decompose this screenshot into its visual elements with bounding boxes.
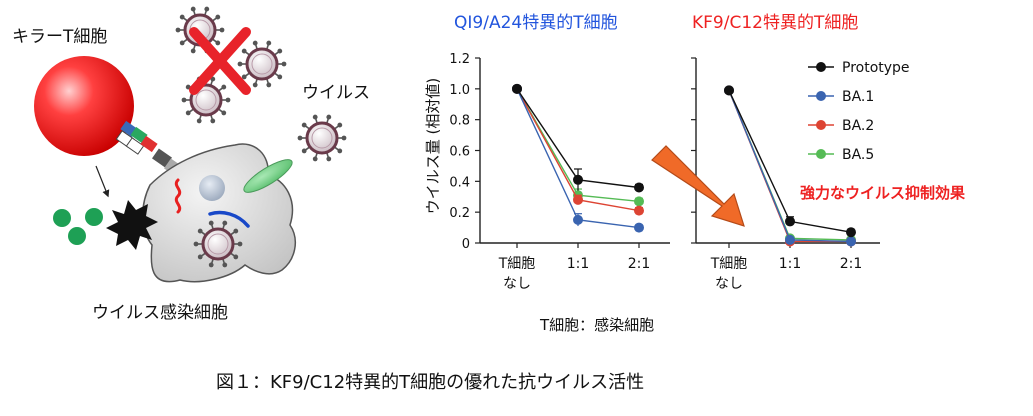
y-tick-label: 1.0 (449, 83, 470, 98)
legend: Prototype BA.1 BA.2 BA.5 (808, 60, 910, 163)
release-arrow (95, 165, 110, 198)
x-tick-label: なし (715, 276, 743, 292)
killer-t-cell-label: キラーT細胞 (12, 27, 107, 47)
virus-label: ウイルス (302, 83, 370, 103)
legend-item: BA.5 (808, 147, 874, 163)
legend-label: Prototype (842, 60, 910, 76)
data-point (846, 227, 856, 238)
legend-marker (816, 120, 826, 130)
illustration: キラーT細胞 ウイルス ウイルス感染細胞 (12, 6, 370, 323)
data-point (573, 214, 583, 225)
data-point (634, 205, 644, 216)
y-tick-label: 0 (462, 237, 470, 252)
virus-particle (175, 6, 225, 54)
apoptotic-cell (106, 200, 158, 250)
virus-particle (237, 40, 287, 88)
legend-marker (816, 149, 826, 159)
legend-item: BA.1 (808, 89, 874, 105)
series-ba2 (512, 83, 644, 216)
y-axis-label: ウイルス量 (相対値) (424, 78, 442, 214)
cell-nucleus (199, 175, 225, 201)
series-ba1 (512, 83, 644, 233)
series-prototype (512, 83, 644, 193)
granule (53, 209, 71, 227)
chart1-title: QI9/A24特異的T細胞 (454, 13, 618, 33)
viral-rna-red (174, 178, 182, 214)
legend-label: BA.2 (842, 118, 874, 134)
y-tick-label: 0.2 (449, 206, 470, 221)
legend-marker (816, 62, 826, 72)
killer-t-cell (34, 56, 134, 156)
virus-particle (193, 220, 243, 268)
suppression-label: 強力なウイルス抑制効果 (800, 184, 966, 202)
series-line (728, 90, 852, 233)
y-tick-label: 0.4 (449, 175, 470, 190)
data-point (846, 236, 856, 247)
x-tick-label: 2:1 (840, 256, 863, 272)
viral-rna-blue (208, 210, 250, 228)
series-prototype (724, 85, 856, 238)
green-vesicle (243, 159, 293, 193)
granule (68, 227, 86, 245)
infected-cell-label: ウイルス感染細胞 (92, 303, 228, 323)
data-point (634, 222, 644, 233)
x-tick-label: 1:1 (779, 256, 802, 272)
suppression-arrow (651, 145, 745, 227)
data-point (785, 234, 795, 245)
blocked-cross (189, 27, 251, 95)
data-point (512, 83, 522, 94)
figure-caption: 図１：KF9/C12特異的T細胞の優れた抗ウイルス活性 (216, 372, 644, 393)
legend-marker (816, 91, 826, 101)
data-point (634, 196, 644, 207)
legend-label: BA.1 (842, 89, 874, 105)
x-tick-label: T細胞 (498, 256, 536, 272)
granule (85, 208, 103, 226)
chart2-title: KF9/C12特異的T細胞 (692, 13, 858, 33)
legend-item: Prototype (808, 60, 910, 76)
data-point (785, 216, 795, 227)
y-tick-label: 1.2 (449, 52, 470, 67)
x-tick-label: 1:1 (567, 256, 590, 272)
x-tick-label: 2:1 (628, 256, 651, 272)
data-point (573, 174, 583, 185)
legend-label: BA.5 (842, 147, 874, 163)
x-axis-label: T細胞：感染細胞 (539, 316, 654, 334)
legend-item: BA.2 (808, 118, 874, 134)
virus-particle (297, 114, 347, 162)
series-ba1 (724, 85, 856, 247)
data-point (634, 182, 644, 193)
y-tick-label: 0.8 (449, 114, 470, 129)
data-point (573, 194, 583, 205)
x-tick-label: なし (503, 276, 531, 292)
y-tick-label: 0.6 (449, 145, 470, 160)
data-point (724, 85, 734, 96)
x-tick-label: T細胞 (710, 256, 748, 272)
